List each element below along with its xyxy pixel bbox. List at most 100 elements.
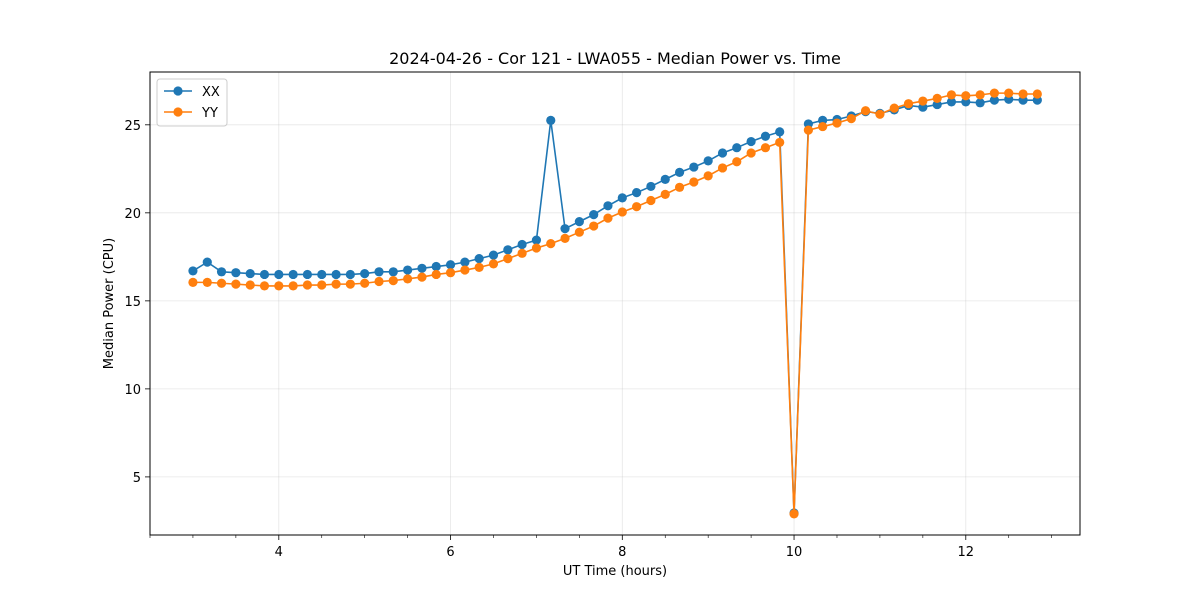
- x-tick-label: 6: [446, 545, 454, 560]
- data-point-yy: [803, 125, 813, 135]
- data-point-xx: [775, 127, 785, 137]
- y-tick-label: 25: [124, 119, 141, 134]
- data-point-xx: [989, 95, 999, 105]
- data-point-xx: [589, 210, 599, 220]
- data-point-xx: [617, 193, 627, 203]
- data-point-yy: [245, 280, 255, 290]
- data-point-xx: [331, 269, 341, 280]
- data-point-yy: [646, 195, 656, 206]
- data-point-yy: [760, 143, 771, 153]
- data-point-xx: [760, 131, 771, 141]
- x-axis-label: UT Time (hours): [563, 564, 667, 579]
- data-point-xx: [975, 98, 985, 108]
- data-point-yy: [360, 278, 370, 288]
- y-tick-label: 20: [124, 207, 141, 222]
- data-point-xx: [259, 269, 270, 280]
- data-point-xx: [503, 245, 513, 255]
- data-point-xx: [188, 266, 198, 276]
- data-point-yy: [188, 277, 198, 287]
- data-point-yy: [417, 272, 427, 282]
- data-point-yy: [374, 276, 384, 287]
- data-point-xx: [674, 167, 685, 177]
- data-point-yy: [746, 148, 756, 158]
- data-point-yy: [345, 279, 355, 289]
- legend-label-xx: XX: [202, 85, 220, 100]
- data-point-xx: [431, 261, 441, 272]
- y-tick-label: 5: [133, 471, 141, 486]
- x-tick-label: 12: [958, 545, 975, 560]
- data-point-yy: [445, 268, 456, 278]
- data-point-xx: [374, 267, 384, 277]
- data-point-yy: [331, 279, 341, 289]
- data-point-yy: [403, 274, 413, 284]
- data-point-yy: [875, 109, 885, 119]
- grid: [150, 72, 1080, 535]
- data-point-yy: [546, 239, 556, 249]
- data-point-yy: [288, 281, 298, 291]
- data-point-yy: [574, 227, 584, 237]
- data-point-xx: [216, 267, 227, 277]
- data-point-yy: [932, 93, 942, 104]
- data-point-xx: [302, 269, 312, 280]
- data-point-xx: [732, 143, 742, 153]
- data-point-yy: [1004, 88, 1014, 98]
- data-point-xx: [360, 268, 370, 279]
- data-point-yy: [1032, 89, 1042, 99]
- data-point-yy: [818, 121, 828, 132]
- x-tick-label: 10: [786, 545, 803, 560]
- data-point-yy: [732, 157, 742, 167]
- legend-marker-yy: [173, 107, 183, 117]
- data-point-yy: [703, 171, 713, 181]
- data-point-xx: [560, 224, 570, 234]
- data-point-yy: [589, 221, 599, 231]
- data-point-yy: [846, 114, 856, 124]
- series-layer: [188, 88, 1042, 519]
- series-yy: [188, 88, 1042, 519]
- y-tick-label: 15: [124, 295, 141, 310]
- x-tick-label: 4: [275, 545, 283, 560]
- data-point-yy: [216, 278, 227, 288]
- data-point-xx: [746, 136, 756, 147]
- data-point-xx: [646, 181, 656, 192]
- data-point-xx: [445, 260, 456, 270]
- data-point-yy: [660, 189, 670, 199]
- data-point-yy: [946, 90, 957, 100]
- chart-title: 2024-04-26 - Cor 121 - LWA055 - Median P…: [389, 49, 841, 68]
- data-point-xx: [946, 97, 957, 107]
- data-point-xx: [531, 235, 542, 245]
- legend-label-yy: YY: [201, 106, 218, 121]
- y-axis-ticks: 5 10 15 20 25: [124, 119, 150, 486]
- data-point-yy: [889, 103, 899, 113]
- data-point-yy: [617, 207, 627, 217]
- data-point-xx: [703, 156, 713, 166]
- y-axis-label: Median Power (CPU): [102, 238, 117, 369]
- data-point-yy: [231, 279, 241, 289]
- data-point-xx: [474, 254, 484, 264]
- data-point-xx: [231, 268, 241, 278]
- data-point-yy: [560, 233, 570, 243]
- data-point-xx: [245, 268, 255, 279]
- data-point-yy: [259, 281, 270, 291]
- data-point-yy: [674, 182, 685, 192]
- data-point-yy: [202, 277, 212, 287]
- data-point-yy: [517, 248, 527, 258]
- data-point-xx: [717, 148, 728, 158]
- data-point-yy: [918, 96, 928, 106]
- data-point-yy: [832, 118, 842, 128]
- data-point-yy: [903, 99, 914, 109]
- data-point-xx: [546, 115, 556, 126]
- y-tick-label: 10: [124, 383, 141, 398]
- data-point-yy: [961, 91, 971, 101]
- data-point-xx: [202, 257, 212, 267]
- data-point-xx: [574, 217, 584, 227]
- data-point-yy: [388, 276, 398, 286]
- data-point-xx: [417, 263, 427, 273]
- data-point-yy: [431, 269, 441, 280]
- data-point-yy: [717, 163, 728, 173]
- data-point-yy: [302, 280, 312, 290]
- data-point-xx: [689, 162, 699, 172]
- data-point-yy: [860, 106, 871, 116]
- data-point-yy: [689, 177, 699, 187]
- data-point-yy: [975, 90, 985, 100]
- data-point-yy: [603, 213, 613, 223]
